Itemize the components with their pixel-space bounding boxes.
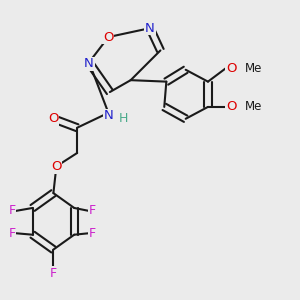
- Text: N: N: [103, 109, 113, 122]
- Text: F: F: [8, 227, 16, 240]
- Text: Me: Me: [245, 62, 262, 75]
- Text: F: F: [89, 204, 96, 218]
- Text: O: O: [48, 112, 59, 125]
- Text: O: O: [226, 100, 236, 113]
- Text: F: F: [8, 204, 16, 218]
- Text: N: N: [84, 57, 94, 70]
- Text: F: F: [89, 227, 96, 240]
- Text: O: O: [226, 62, 236, 75]
- Text: O: O: [103, 31, 114, 44]
- Text: H: H: [119, 112, 128, 125]
- Text: O: O: [51, 160, 62, 173]
- Text: F: F: [50, 267, 57, 280]
- Text: Me: Me: [245, 100, 262, 113]
- Text: N: N: [145, 22, 155, 34]
